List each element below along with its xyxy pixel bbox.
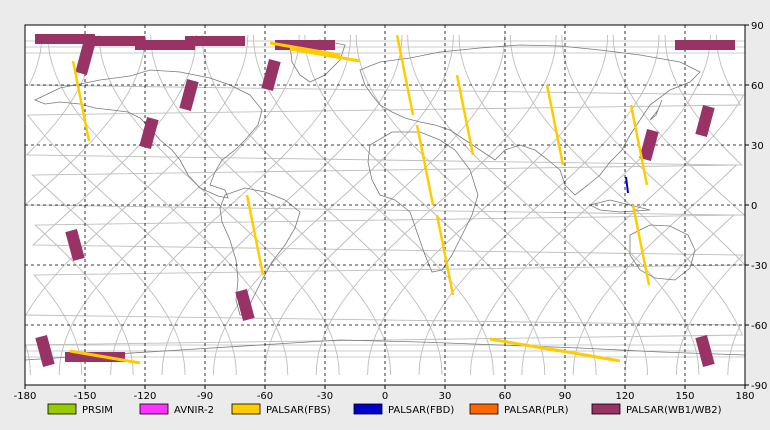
legend-label: PALSAR(PLR) [504,405,569,416]
legend-swatch [591,403,621,415]
wb-swath [235,288,255,322]
wb-swath [695,104,715,138]
x-tick-label: 90 [559,391,572,402]
wb-swath [639,128,659,162]
fbs-swath [245,194,265,276]
coastline-japan [649,99,663,121]
orbit-track [407,34,649,376]
x-tick-label: 120 [615,391,634,402]
coastline-south-america [219,187,301,316]
y-tick-label: -30 [751,261,767,272]
x-tick-label: -150 [74,391,97,402]
orbit-track [28,34,745,376]
coastline-australia [629,224,696,281]
orbit-track [161,34,403,376]
fbs-swath [549,347,621,363]
wb-swath [675,40,735,50]
wb-swath [695,334,715,368]
orbit-track [150,34,392,376]
coastlines [24,39,746,361]
y-tick-label: -60 [751,321,767,332]
x-tick-label: -60 [257,391,273,402]
legend-label: PALSAR(FBS) [266,405,331,416]
wb-swath [65,352,125,362]
y-axis-ticks: 90 60 30 0 -30 -60 -90 [745,21,767,392]
wb-swath [139,116,159,150]
fbs-swath [289,47,361,63]
x-tick-label: 0 [382,391,388,402]
fbd-swath [625,176,629,194]
x-tick-label: 30 [439,391,452,402]
coverage-swaths [35,34,735,368]
orbit-track [31,34,743,376]
fbs-swath [269,41,341,57]
y-tick-label: 0 [751,201,757,212]
fbs-swath [455,74,475,156]
orbit-track [418,34,660,376]
y-tick-label: 30 [751,141,764,152]
orbit-track [31,34,744,376]
x-tick-label: 150 [675,391,694,402]
y-tick-label: -90 [751,381,767,392]
legend-swatch [139,403,169,415]
orbit-track [58,34,300,376]
x-tick-label: -120 [134,391,157,402]
legend: PRSIM AVNIR-2 PALSAR(FBS) PALSAR(FBD) PALSAR… [47,403,722,416]
wb-swath [35,334,55,368]
legend-swatch [47,403,77,415]
x-tick-label: 180 [735,391,754,402]
fbs-swath [69,349,141,365]
x-tick-label: 60 [499,391,512,402]
x-tick-label: -30 [317,391,333,402]
wb-swath [85,36,145,46]
wb-swath [35,34,95,44]
orbit-track [315,34,557,376]
coastline-indonesia [588,199,651,213]
wb-swath [179,78,199,112]
legend-label: PALSAR(FBD) [388,405,454,416]
x-tick-label: -180 [14,391,37,402]
coastline-north-america [34,69,263,199]
wb-swath [275,40,335,50]
legend-label: PALSAR(WB1/WB2) [626,405,722,416]
fbs-swath [71,60,91,142]
fbs-swath [629,104,649,186]
fbs-swath [415,124,435,206]
fbs-swath [489,337,561,353]
legend-swatch [469,403,499,415]
x-tick-label: -90 [197,391,213,402]
orbit-track [47,34,289,376]
coastline-antarctica [24,339,746,361]
fbs-swath [435,214,455,296]
wb-swath [65,228,85,262]
fbs-swath [631,204,651,286]
legend-label: PRSIM [82,405,113,416]
legend-swatch [353,403,383,415]
wb-swath [185,36,245,46]
y-tick-label: 60 [751,81,764,92]
y-tick-label: 90 [751,21,764,32]
wb-swath [135,40,195,50]
legend-swatch [231,403,261,415]
legend-label: AVNIR-2 [174,405,214,416]
fbs-swath [545,84,565,166]
wb-swath [261,58,281,92]
wb-swath [75,42,95,76]
coastline-eurasia [359,44,701,196]
fbs-swath [395,34,415,116]
orbit-track [304,34,546,376]
x-axis-ticks: -180 -150 -120 -90 -60 -30 0 30 60 90 120 150 180 [14,385,755,402]
